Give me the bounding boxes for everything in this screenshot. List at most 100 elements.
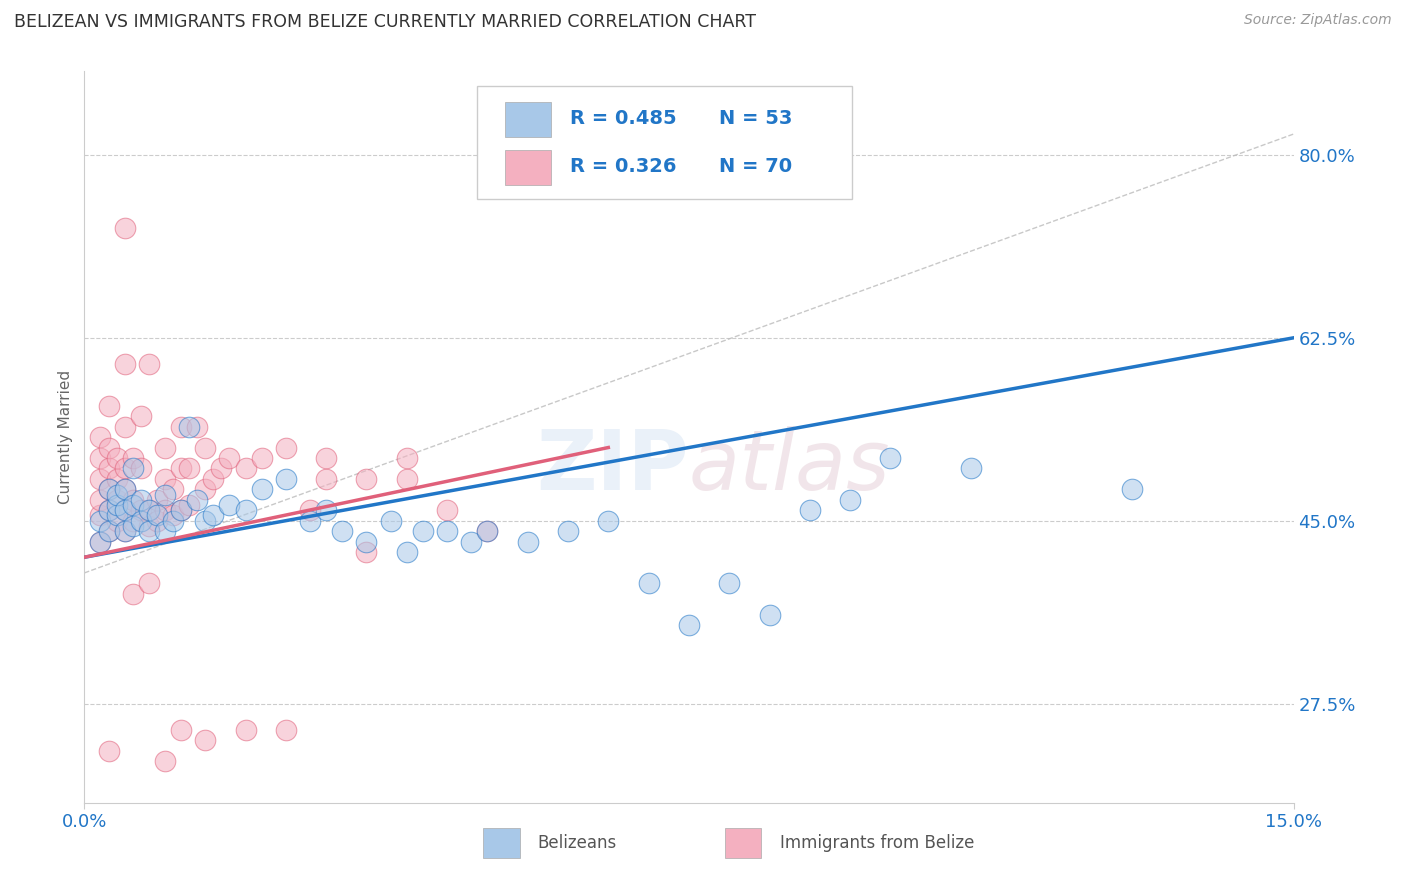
Text: atlas: atlas (689, 425, 890, 507)
Point (960, 461, 983, 475)
Point (114, 503, 136, 517)
Point (97, 524, 120, 538)
Point (121, 492, 143, 507)
Text: BELIZEAN VS IMMIGRANTS FROM BELIZE CURRENTLY MARRIED CORRELATION CHART: BELIZEAN VS IMMIGRANTS FROM BELIZE CURRE… (14, 13, 756, 31)
Point (146, 492, 169, 507)
Point (315, 450, 337, 465)
Bar (725, 829, 762, 858)
Point (356, 472, 378, 486)
Point (105, 450, 128, 465)
Text: N = 70: N = 70 (720, 157, 793, 176)
Point (105, 508, 128, 523)
Point (186, 492, 208, 507)
Point (179, 498, 201, 512)
Text: Immigrants from Belize: Immigrants from Belize (780, 834, 974, 852)
Point (170, 503, 193, 517)
Point (138, 503, 160, 517)
Point (598, 514, 620, 528)
Point (516, 534, 538, 549)
Point (97, 503, 120, 517)
Point (235, 461, 257, 475)
Point (114, 483, 136, 497)
Point (436, 503, 458, 517)
Point (274, 441, 297, 455)
Point (250, 450, 273, 465)
Point (194, 483, 217, 497)
Point (114, 524, 136, 538)
Point (114, 357, 136, 371)
Point (129, 409, 152, 424)
Point (153, 754, 176, 768)
Point (235, 723, 257, 737)
Point (330, 524, 353, 538)
Point (89, 450, 111, 465)
Bar (505, 102, 551, 137)
Point (146, 514, 169, 528)
Point (129, 514, 152, 528)
Point (356, 534, 378, 549)
Point (153, 441, 176, 455)
Point (105, 498, 128, 512)
Point (114, 461, 136, 475)
Point (412, 524, 434, 538)
Point (105, 472, 128, 486)
Point (799, 503, 821, 517)
Point (114, 221, 136, 235)
Point (186, 419, 208, 434)
Point (179, 419, 201, 434)
Bar (505, 150, 551, 185)
Point (170, 723, 193, 737)
Point (356, 545, 378, 559)
Point (395, 545, 418, 559)
Point (114, 524, 136, 538)
Point (97, 483, 120, 497)
Point (89, 514, 111, 528)
Point (121, 514, 143, 528)
Point (170, 419, 193, 434)
Point (637, 576, 659, 591)
Point (209, 461, 232, 475)
Point (146, 508, 169, 523)
Point (153, 524, 176, 538)
Point (97, 399, 120, 413)
Point (395, 450, 418, 465)
Point (395, 472, 418, 486)
Point (97, 441, 120, 455)
Point (138, 576, 160, 591)
Point (121, 587, 143, 601)
Point (202, 508, 225, 523)
Point (299, 514, 322, 528)
Point (299, 503, 322, 517)
Point (153, 472, 176, 486)
Point (218, 498, 240, 512)
Point (194, 733, 217, 747)
Point (153, 487, 176, 501)
Point (97, 461, 120, 475)
Point (170, 503, 193, 517)
Point (138, 357, 160, 371)
Point (235, 503, 257, 517)
Point (477, 524, 499, 538)
Point (97, 483, 120, 497)
Point (718, 576, 741, 591)
Text: Source: ZipAtlas.com: Source: ZipAtlas.com (1244, 13, 1392, 28)
Point (274, 472, 297, 486)
Point (218, 450, 240, 465)
Bar (484, 829, 520, 858)
Point (121, 519, 143, 533)
Point (162, 508, 184, 523)
Text: Belizeans: Belizeans (538, 834, 617, 852)
Point (194, 514, 217, 528)
Y-axis label: Currently Married: Currently Married (58, 370, 73, 504)
Text: R = 0.326: R = 0.326 (571, 157, 676, 176)
Point (105, 487, 128, 501)
Point (89, 534, 111, 549)
Text: N = 53: N = 53 (720, 110, 793, 128)
Point (1121, 483, 1143, 497)
Point (274, 723, 297, 737)
FancyBboxPatch shape (478, 86, 852, 200)
Point (114, 503, 136, 517)
Point (138, 519, 160, 533)
Point (460, 534, 482, 549)
Point (97, 524, 120, 538)
